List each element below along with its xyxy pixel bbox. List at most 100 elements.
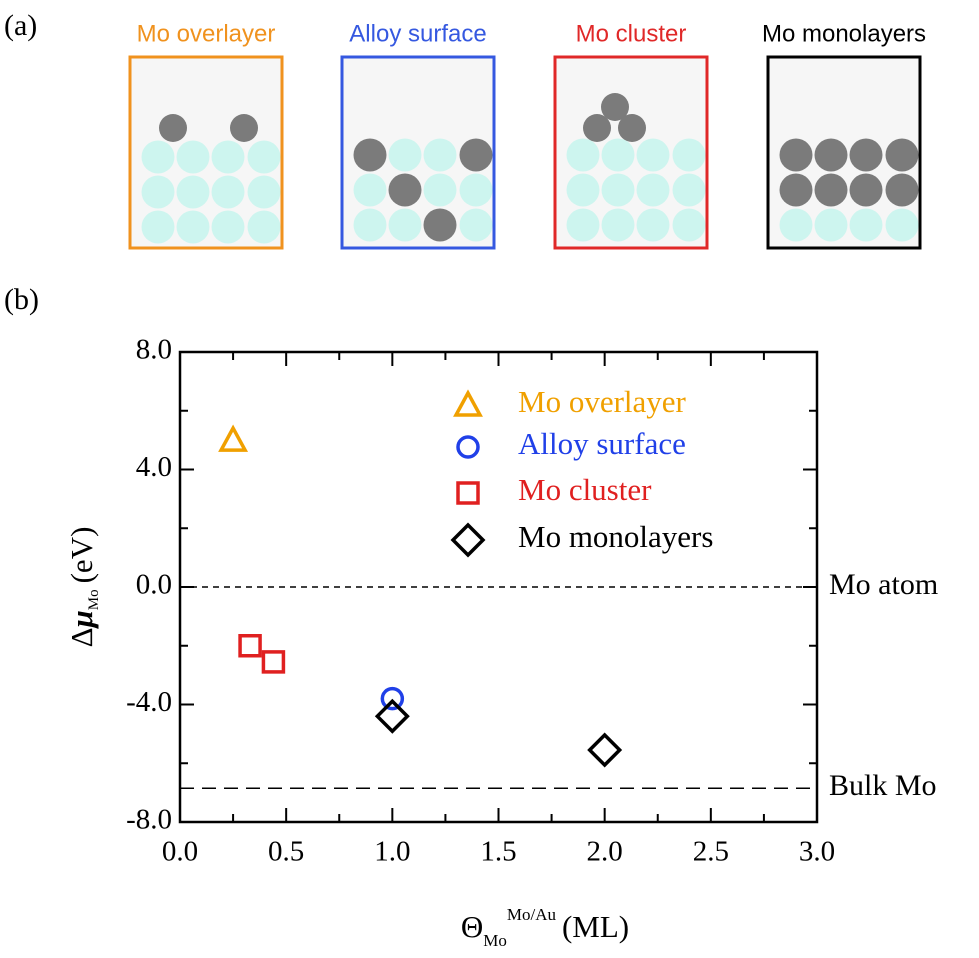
- au-atom: [459, 208, 493, 242]
- y-tick-label: 8.0: [136, 334, 172, 366]
- au-atom: [566, 208, 600, 242]
- x-label-sub: Mo: [483, 931, 507, 950]
- au-atom: [141, 175, 175, 209]
- au-atom: [566, 173, 600, 207]
- legend-marker: [456, 435, 480, 459]
- x-tick-label: 1.0: [374, 836, 410, 868]
- mo-atom: [601, 93, 629, 121]
- data-point: [261, 650, 286, 674]
- x-tick-label: 0.5: [268, 836, 304, 868]
- au-atom: [601, 173, 635, 207]
- au-atom: [566, 138, 600, 172]
- y-tick-label: -8.0: [126, 804, 172, 836]
- x-label-symbol: Θ: [461, 909, 483, 944]
- legend-label: Mo cluster: [518, 472, 652, 507]
- mo-atom: [353, 138, 387, 172]
- x-label-sup: Mo/Au: [507, 905, 557, 924]
- au-atom: [176, 140, 210, 174]
- data-point: [374, 698, 410, 734]
- au-atom: [885, 208, 919, 242]
- schematic-title: Mo cluster: [576, 20, 687, 47]
- data-point: [380, 686, 405, 711]
- data-point: [238, 634, 262, 658]
- mo-atom: [779, 173, 813, 207]
- x-tick-label: 2.5: [693, 836, 729, 868]
- au-atom: [601, 208, 635, 242]
- schematic-title: Mo monolayers: [762, 20, 926, 47]
- x-axis-label: ΘMoMo/Au (ML): [461, 905, 629, 950]
- mo-atom: [814, 173, 848, 207]
- data-point: [218, 424, 249, 452]
- au-atom: [636, 173, 670, 207]
- mo-atom: [618, 114, 646, 142]
- au-atom: [672, 173, 706, 207]
- au-atom: [672, 208, 706, 242]
- au-atom: [636, 208, 670, 242]
- au-atom: [388, 138, 422, 172]
- au-atom: [849, 208, 883, 242]
- plot: -8.0 -4.0 0.0 4.0 8.0 0.0 0.5 1.0 1.5 2.0 2.5 3.0 Mo…: [126, 334, 938, 868]
- x-tick-label: 1.5: [480, 836, 516, 868]
- x-tick-label: 3.0: [799, 836, 835, 868]
- mo-atom: [459, 138, 493, 172]
- au-atom: [601, 138, 635, 172]
- y-label-sub: Mo: [86, 589, 102, 610]
- au-atom: [247, 140, 281, 174]
- y-tick-label: 4.0: [136, 451, 172, 483]
- au-atom: [211, 175, 245, 209]
- x-tick-label: 0.0: [162, 836, 198, 868]
- au-atom: [388, 208, 422, 242]
- au-atom: [353, 173, 387, 207]
- y-label-mu: μ: [64, 610, 99, 629]
- legend-marker: [456, 481, 480, 505]
- schematic-title: Alloy surface: [349, 20, 486, 47]
- mo-atom: [779, 138, 813, 172]
- au-atom: [459, 173, 493, 207]
- data-point: [587, 732, 623, 768]
- reference-label: Mo atom: [829, 568, 938, 601]
- x-tick-label: 2.0: [587, 836, 623, 868]
- legend-marker: [450, 522, 486, 558]
- schematics: Mo overlayer Alloy surface Mo cluster Mo mo…: [128, 20, 926, 250]
- mo-atom: [423, 208, 457, 242]
- mo-atom: [388, 173, 422, 207]
- au-atom: [423, 173, 457, 207]
- panel-label: (a): [4, 9, 37, 42]
- au-atom: [211, 210, 245, 244]
- x-label-unit: (ML): [562, 909, 629, 944]
- mo-atom: [849, 173, 883, 207]
- legend-label: Mo overlayer: [518, 384, 687, 419]
- au-atom: [636, 138, 670, 172]
- y-label-symbol: Δ: [64, 627, 99, 647]
- mo-atom: [885, 138, 919, 172]
- au-atom: [141, 140, 175, 174]
- au-atom: [211, 140, 245, 174]
- legend-label: Mo monolayers: [518, 519, 713, 554]
- mo-atom: [159, 114, 187, 142]
- au-atom: [423, 138, 457, 172]
- mo-atom: [230, 114, 258, 142]
- y-label-unit: (eV): [64, 527, 99, 584]
- y-axis-label: ΔμMo (eV): [64, 527, 102, 648]
- au-atom: [779, 208, 813, 242]
- mo-atom: [814, 138, 848, 172]
- legend-label: Alloy surface: [518, 426, 686, 461]
- mo-atom: [849, 138, 883, 172]
- au-atom: [176, 175, 210, 209]
- au-atom: [672, 138, 706, 172]
- au-atom: [141, 210, 175, 244]
- y-tick-label: 0.0: [136, 569, 172, 601]
- au-atom: [353, 208, 387, 242]
- au-atom: [247, 210, 281, 244]
- mo-atom: [885, 173, 919, 207]
- reference-label: Bulk Mo: [829, 769, 937, 802]
- panel-label: (b): [4, 283, 39, 316]
- au-atom: [176, 210, 210, 244]
- y-tick-label: -4.0: [126, 686, 172, 718]
- legend-marker: [453, 389, 483, 417]
- au-atom: [247, 175, 281, 209]
- schematic-title: Mo overlayer: [137, 20, 276, 47]
- mo-atom: [583, 114, 611, 142]
- au-atom: [814, 208, 848, 242]
